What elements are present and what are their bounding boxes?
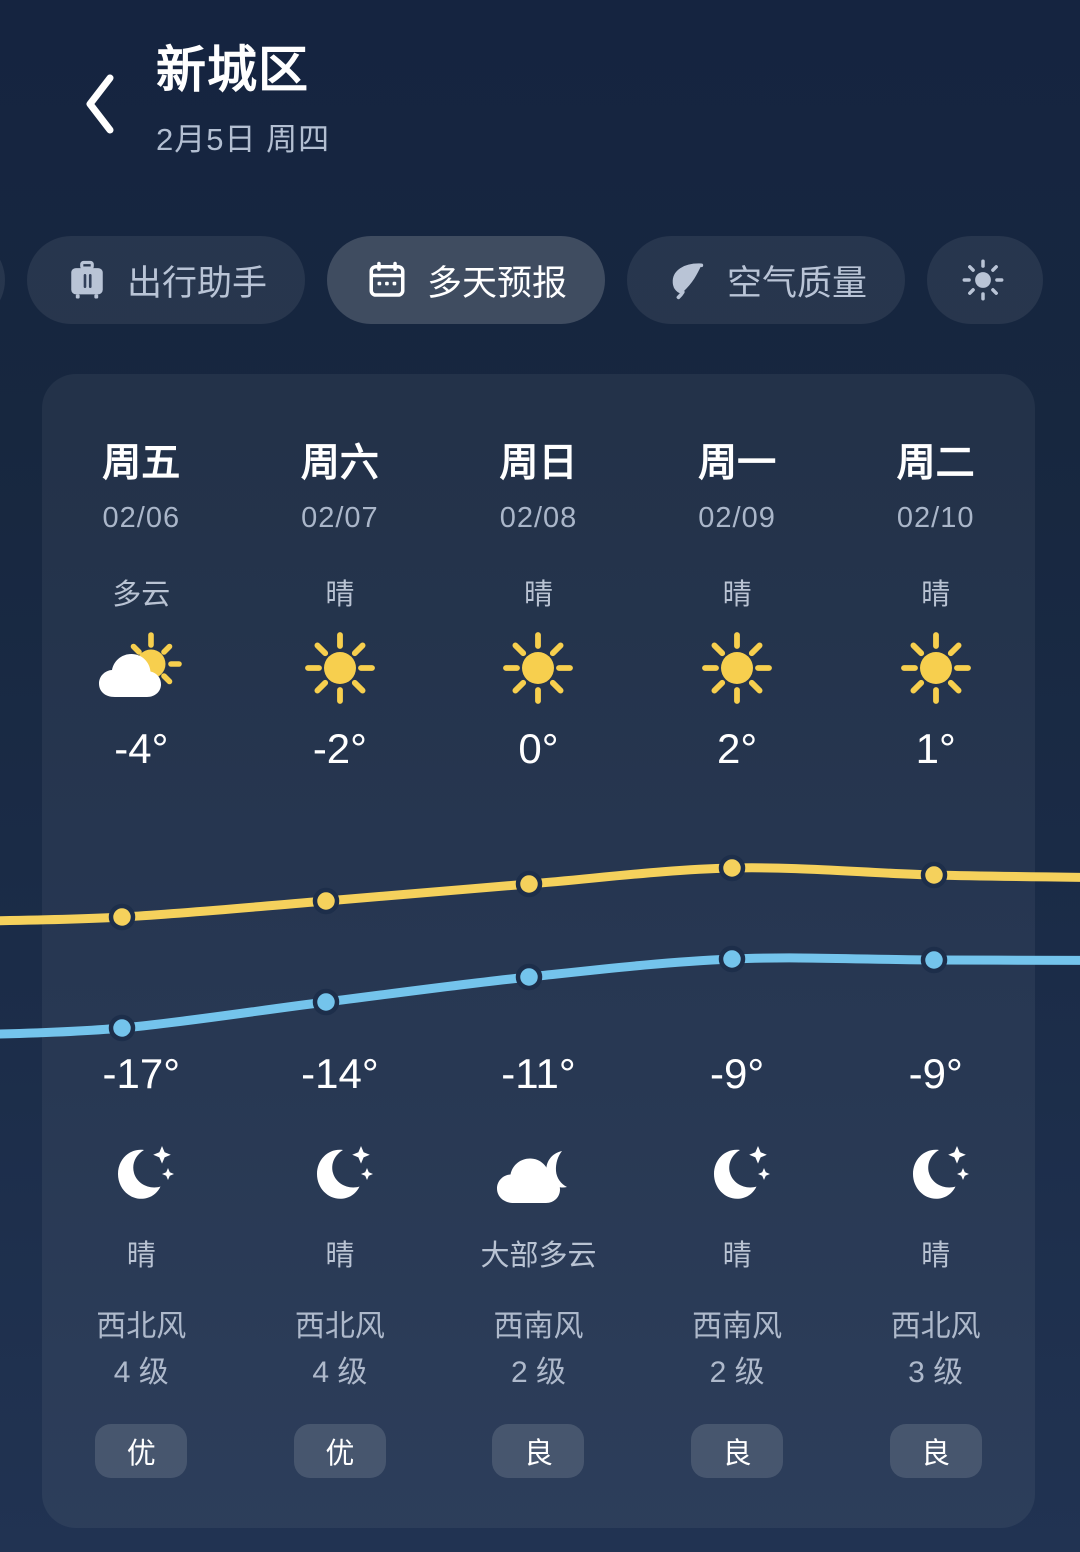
high-temperature: 0° (518, 725, 559, 772)
sun-icon (494, 629, 582, 707)
day-condition-label: 晴 (325, 579, 355, 611)
tab-label: 出行助手 (127, 263, 268, 303)
day-condition-label: 晴 (722, 579, 752, 611)
weekday-label: 周二 (896, 442, 975, 485)
wind-level: 4 级 (312, 1355, 368, 1389)
tab-label: 多天预报 (427, 263, 568, 303)
day-condition-label: 晴 (921, 579, 951, 611)
wind-level: 2 级 (709, 1355, 765, 1389)
tab-strip[interactable]: 气 出行助手 多天预报 (0, 232, 1080, 328)
high-temperature: -4° (114, 725, 169, 772)
wind-direction: 西南风 (692, 1310, 783, 1343)
low-temperature: -9° (710, 1050, 765, 1097)
aqi-badge-wrap: 良 (439, 1424, 638, 1478)
sun-icon (693, 629, 781, 707)
tab-label: 空气质量 (727, 263, 868, 303)
status-badge[interactable]: 优 (293, 1424, 386, 1478)
wind-info: 西南风 2 级 (439, 1304, 638, 1395)
wind-direction: 西北风 (96, 1310, 187, 1343)
header-titles: 新城区 2月5日 周四 (156, 40, 330, 159)
wind-level: 4 级 (113, 1355, 169, 1389)
forecast-day-column[interactable]: 周日 02/08 晴 0° -11° (439, 374, 638, 1528)
low-temperature: -17° (102, 1050, 181, 1097)
tab-air-quality[interactable]: 空气质量 (627, 236, 906, 324)
header-date: 2月5日 周四 (156, 122, 331, 157)
sun-icon (892, 629, 980, 707)
weekday-label: 周五 (102, 442, 181, 485)
low-temperature: -11° (501, 1050, 576, 1097)
weekday-label: 周六 (300, 442, 379, 485)
clear-night-icon (42, 1134, 241, 1224)
wind-info: 西北风 4 级 (42, 1304, 241, 1395)
day-condition-label: 多云 (112, 579, 171, 611)
wind-info: 西北风 4 级 (241, 1304, 440, 1395)
chevron-left-icon (80, 72, 120, 136)
low-temperature: -14° (301, 1050, 379, 1097)
sun-icon (961, 258, 1005, 302)
multiday-forecast-card: 周五 02/06 多云 -4° -17° (0, 374, 1080, 1528)
luggage-icon (65, 258, 109, 302)
forecast-day-column[interactable]: 周六 02/07 晴 -2° -14° (241, 374, 440, 1528)
high-temperature: 1° (915, 725, 956, 772)
tab-multiday-forecast[interactable]: 多天预报 (327, 236, 606, 324)
tab-travel-assistant[interactable]: 出行助手 (27, 236, 306, 324)
wind-direction: 西北风 (890, 1310, 981, 1343)
weekday-label: 周日 (499, 442, 578, 485)
wind-level: 2 级 (510, 1355, 566, 1389)
night-condition-label: 大部多云 (480, 1240, 597, 1272)
status-badge[interactable]: 良 (889, 1424, 982, 1478)
forecast-day-column[interactable]: 周一 02/09 晴 2° -9° (638, 374, 837, 1528)
clear-night-icon (241, 1134, 440, 1224)
partly-cloudy-day-icon (93, 629, 189, 707)
night-condition-label: 晴 (722, 1240, 752, 1272)
date-label: 02/06 (102, 502, 181, 534)
date-label: 02/09 (698, 502, 776, 534)
status-badge[interactable]: 良 (691, 1424, 784, 1478)
clear-night-icon (836, 1134, 1035, 1224)
mostly-cloudy-night-icon (439, 1134, 638, 1224)
night-condition-label: 晴 (126, 1240, 156, 1272)
date-label: 02/10 (896, 502, 975, 534)
forecast-day-column[interactable]: 周五 02/06 多云 -4° -17° (42, 374, 241, 1528)
page-title: 新城区 (156, 42, 309, 98)
low-temperature: -9° (908, 1050, 963, 1097)
aqi-badge-wrap: 良 (836, 1424, 1035, 1478)
aqi-badge-wrap: 优 (42, 1424, 241, 1478)
page-header: 新城区 2月5日 周四 (0, 0, 1080, 210)
aqi-badge-wrap: 优 (241, 1424, 440, 1478)
clear-night-icon (638, 1134, 837, 1224)
aqi-badge-wrap: 良 (638, 1424, 837, 1478)
wind-info: 西北风 3 级 (836, 1304, 1035, 1395)
weekday-label: 周一 (698, 442, 777, 485)
high-temperature: -2° (312, 725, 367, 772)
sun-icon (296, 629, 384, 707)
tab-sun-partial[interactable] (927, 236, 1044, 324)
wind-direction: 西南风 (493, 1310, 584, 1343)
wind-level: 3 级 (908, 1355, 964, 1389)
wind-info: 西南风 2 级 (638, 1304, 837, 1395)
calendar-icon (365, 258, 409, 302)
tab-weather-partial[interactable]: 气 (0, 236, 6, 324)
leaf-icon (665, 258, 709, 302)
wind-direction: 西北风 (294, 1310, 385, 1343)
back-button[interactable] (72, 72, 128, 136)
status-badge[interactable]: 优 (95, 1424, 188, 1478)
night-condition-label: 晴 (325, 1240, 355, 1272)
high-temperature: 2° (717, 725, 758, 772)
status-badge[interactable]: 良 (492, 1424, 585, 1478)
night-condition-label: 晴 (921, 1240, 951, 1272)
date-label: 02/08 (499, 502, 578, 534)
forecast-day-column[interactable]: 周二 02/10 晴 1° -9° (836, 374, 1035, 1528)
day-condition-label: 晴 (523, 579, 553, 611)
forecast-columns: 周五 02/06 多云 -4° -17° (42, 374, 1035, 1528)
date-label: 02/07 (301, 502, 379, 534)
